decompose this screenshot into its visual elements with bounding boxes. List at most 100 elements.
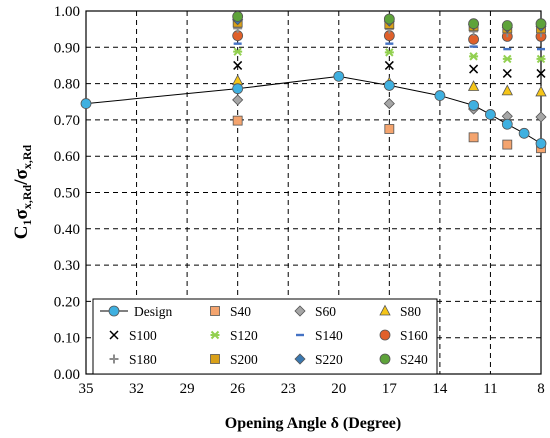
y-tick-label: 1.00: [54, 4, 80, 20]
point-s240: [383, 13, 395, 25]
point-s100: [233, 60, 243, 70]
legend-label: S240: [400, 352, 428, 367]
x-tick-label: 35: [79, 381, 94, 397]
point-s240: [535, 18, 547, 30]
point-s120: [233, 47, 243, 56]
point-design: [232, 83, 244, 95]
point-s120: [536, 54, 546, 64]
legend-marker-s40: [210, 306, 220, 316]
point-s240: [232, 11, 244, 22]
point-s140: [385, 42, 394, 45]
point-s140: [537, 47, 545, 51]
svg-text:C1σx,Rd/σx,Rd: C1σx,Rd/σx,Rd: [11, 144, 34, 239]
legend-label: S160: [400, 328, 428, 343]
point-s100: [536, 68, 546, 78]
legend-marker-s180: [109, 354, 119, 364]
point-s60: [232, 94, 244, 106]
legend-box: [92, 298, 438, 375]
point-design: [80, 98, 92, 109]
legend-label: S220: [315, 352, 343, 367]
legend-label: S140: [315, 328, 343, 343]
x-tick-label: 17: [382, 381, 398, 397]
point-design: [468, 99, 479, 111]
point-design: [501, 118, 513, 130]
legend: Design S40 S60 S80 S100 S120 S140 S160 S180 S200 S…: [92, 298, 438, 375]
x-tick-label: 14: [432, 381, 448, 397]
legend-marker-s80: [379, 304, 391, 316]
point-design: [434, 90, 446, 101]
y-tick-label: 0.80: [54, 77, 80, 93]
y-tick-label: 0.00: [54, 367, 80, 383]
point-s140: [469, 45, 478, 48]
legend-label: S80: [400, 304, 421, 319]
legend-label: S40: [230, 304, 251, 319]
legend-marker-s160: [379, 329, 391, 341]
point-s240: [501, 20, 513, 31]
point-s140: [233, 42, 242, 45]
legend-label: S200: [230, 352, 258, 367]
y-tick-label: 0.90: [54, 40, 80, 56]
point-s60: [535, 111, 547, 123]
legend-label: S180: [129, 352, 157, 367]
y-label-sub3: x,Rd: [20, 144, 34, 169]
y-axis-ticks: 0.00 0.10 0.20 0.30 0.40 0.50 0.60 0.70 0.80 0.90…: [54, 4, 80, 383]
y-tick-label: 0.40: [54, 222, 80, 238]
point-s40: [468, 132, 479, 143]
point-s120: [469, 52, 479, 61]
y-label-main: C: [11, 225, 32, 239]
point-design: [518, 127, 530, 139]
y-tick-label: 0.10: [54, 331, 80, 347]
x-tick-label: 29: [180, 381, 195, 397]
x-tick-label: 32: [129, 381, 144, 397]
y-tick-label: 0.20: [54, 294, 80, 310]
point-design: [485, 109, 496, 120]
point-s120: [502, 54, 512, 64]
series-layer: [80, 11, 547, 154]
point-s40: [502, 139, 513, 150]
point-s40: [384, 124, 395, 134]
y-label-sigma1: σ: [11, 208, 32, 219]
legend-label: S60: [315, 304, 336, 319]
legend-marker-s200: [210, 354, 220, 364]
x-tick-label: 11: [483, 381, 497, 397]
point-s100: [502, 68, 512, 78]
legend-marker-s240: [379, 353, 391, 365]
y-tick-label: 0.30: [54, 258, 80, 274]
x-axis-ticks: 35 32 29 26 23 20 17 14 11 8: [79, 381, 545, 397]
point-design: [333, 70, 345, 82]
point-s100: [469, 64, 479, 74]
grid-lines: [86, 11, 541, 374]
legend-label: S100: [129, 328, 157, 343]
y-label-sub2: x,Rd: [20, 184, 34, 209]
legend-label: Design: [134, 304, 172, 319]
legend-marker-s140: [296, 333, 304, 337]
point-design: [535, 138, 547, 149]
point-s60: [383, 97, 395, 110]
point-s140: [503, 47, 512, 51]
x-tick-label: 23: [281, 381, 296, 397]
point-design: [383, 80, 395, 91]
point-s80: [467, 80, 480, 91]
y-tick-label: 0.60: [54, 149, 80, 165]
x-tick-label: 26: [230, 381, 246, 397]
x-tick-label: 20: [331, 381, 346, 397]
y-tick-label: 0.50: [54, 186, 80, 202]
y-axis-title: C1σx,Rd/σx,Rd: [11, 144, 34, 239]
point-s80: [535, 85, 547, 97]
x-axis-title: Opening Angle δ (Degree): [225, 415, 401, 432]
legend-marker-s60: [294, 305, 306, 317]
point-s100: [384, 60, 394, 70]
legend-marker-s220: [294, 353, 306, 365]
point-s80: [501, 84, 513, 96]
point-s120: [384, 48, 394, 57]
legend-marker-s100: [109, 330, 119, 340]
point-s240: [468, 18, 479, 30]
y-tick-label: 0.70: [54, 113, 80, 129]
y-label-sub1: 1: [20, 219, 34, 225]
legend-marker-s120: [210, 330, 220, 340]
legend-label: S120: [230, 328, 258, 343]
y-label-slash: /σ: [11, 168, 32, 185]
x-tick-label: 8: [537, 381, 545, 397]
legend-marker-design: [108, 305, 120, 317]
